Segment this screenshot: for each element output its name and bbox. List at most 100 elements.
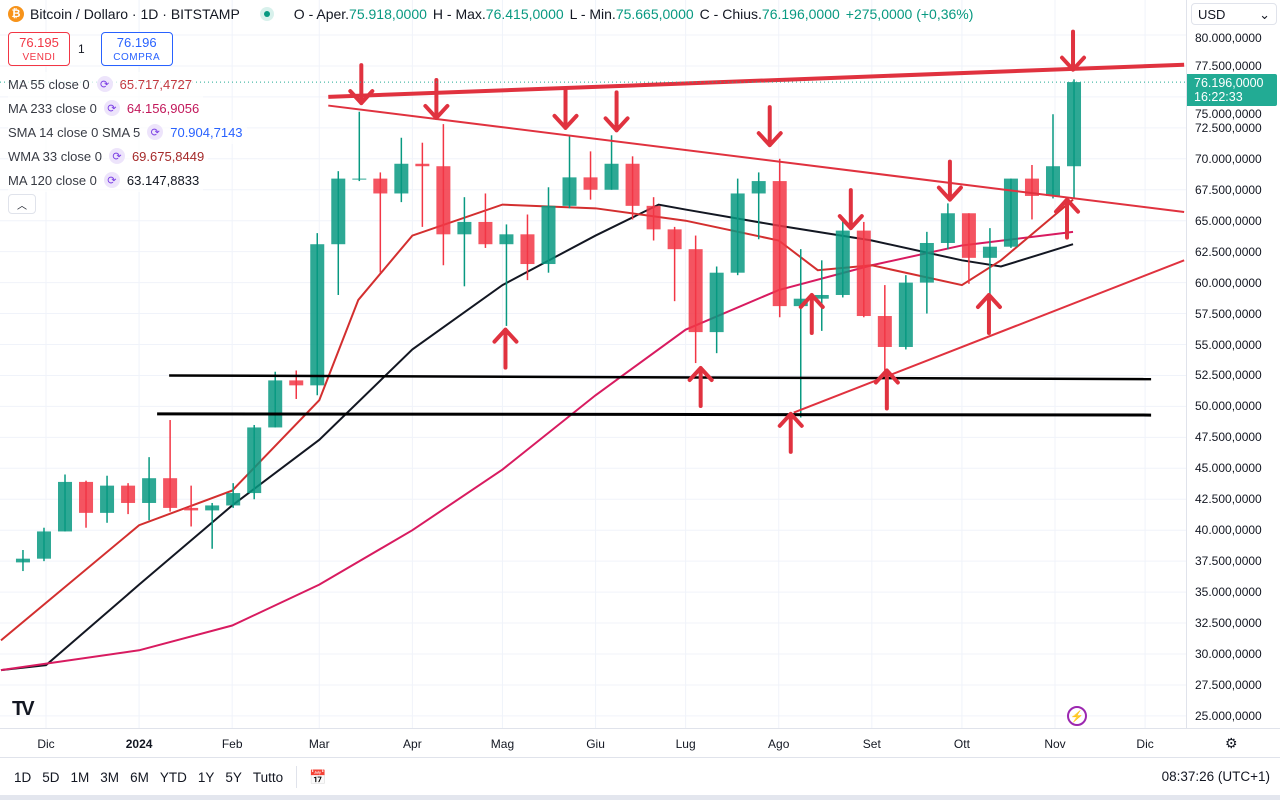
sell-button[interactable]: 76.195 VENDI — [8, 32, 70, 66]
price-tick-label: 77.500,0000 — [1195, 58, 1262, 73]
time-axis[interactable]: ⚙ Dic 2024 Feb Mar Apr Mag Giu Lug Ago Set Ott Nov D… — [0, 728, 1280, 758]
time-tick-label: Mar — [308, 737, 330, 751]
time-tick-label: Mag — [490, 737, 515, 751]
collapse-legend-button[interactable]: ︿ — [8, 194, 36, 214]
tradingview-logo[interactable]: TV — [12, 698, 34, 720]
sync-icon[interactable]: ⟳ — [103, 100, 120, 116]
arrow-down-icon — [1060, 29, 1087, 72]
indicator-value: 70.904,7143 — [170, 124, 243, 140]
indicator-value: 64.156,9056 — [126, 100, 200, 116]
sync-icon[interactable]: ⟳ — [147, 124, 164, 140]
candle-body — [877, 316, 892, 347]
range-button-1d[interactable]: 1D — [14, 769, 32, 785]
indicator-value: 65.717,4727 — [119, 76, 192, 92]
legend-row[interactable]: SMA 14 close 0 SMA 5 ⟳ 70.904,7143 — [8, 120, 247, 144]
time-tick-label: Ago — [768, 737, 790, 751]
arrow-down-icon — [837, 188, 864, 231]
candle-body — [583, 177, 598, 190]
range-button-5d[interactable]: 5D — [42, 769, 60, 785]
range-button-5y[interactable]: 5Y — [225, 769, 242, 785]
time-tick-label: Set — [862, 737, 881, 751]
currency-select[interactable]: USD ⌄ — [1191, 3, 1277, 25]
candle-body — [205, 505, 220, 511]
price-tick-label: 57.500,0000 — [1195, 306, 1262, 321]
last-price: 76.196,0000 — [1194, 76, 1264, 91]
candle-body — [331, 178, 346, 245]
time-tick-label: Apr — [403, 737, 422, 751]
candle-body — [478, 221, 493, 245]
candle-body — [1024, 178, 1039, 196]
legend-row[interactable]: WMA 33 close 0 ⟳ 69.675,8449 — [8, 144, 209, 168]
price-tick-label: 80.000,0000 — [1195, 31, 1262, 45]
candle-body — [709, 272, 724, 333]
candle-body — [961, 213, 976, 258]
range-button-1y[interactable]: 1Y — [197, 769, 215, 785]
indicator-name: MA 55 close 0 — [8, 76, 90, 92]
arrow-down-icon — [936, 159, 963, 202]
candle-body — [79, 481, 94, 513]
price-tick-label: 35.000,0000 — [1195, 585, 1262, 600]
sync-icon[interactable]: ⟳ — [108, 148, 125, 164]
price-tick-label: 60.000,0000 — [1195, 275, 1262, 290]
range-button-3m[interactable]: 3M — [100, 769, 120, 785]
range-button-ytd[interactable]: YTD — [159, 769, 187, 785]
time-tick-label: Ott — [953, 737, 970, 751]
bottom-strip — [0, 795, 1280, 800]
sync-icon[interactable]: ⟳ — [103, 172, 120, 188]
goto-date-icon[interactable]: 📅 — [309, 768, 327, 785]
bar-countdown: 16:22:33 — [1194, 90, 1243, 105]
candle-body — [520, 234, 535, 265]
arrow-up-icon — [873, 368, 900, 411]
price-tick-label: 52.500,0000 — [1195, 368, 1262, 383]
low-label: L - Min. — [569, 6, 616, 22]
time-tick-label: Giu — [586, 737, 605, 751]
close-label: C - Chius. — [699, 6, 762, 22]
last-price-tag: 76.196,0000 16:22:33 — [1187, 74, 1277, 107]
candle-body — [772, 181, 787, 307]
price-tick-label: 72.500,0000 — [1195, 120, 1262, 135]
lightning-icon[interactable]: ⚡ — [1067, 706, 1087, 726]
arrow-down-icon — [603, 90, 630, 133]
price-tick-label: 67.500,0000 — [1195, 182, 1262, 197]
legend-row[interactable]: MA 233 close 0 ⟳ 64.156,9056 — [8, 96, 204, 120]
range-button-1m[interactable]: 1M — [70, 769, 90, 785]
sell-label: VENDI — [22, 52, 56, 63]
candle-body — [730, 193, 745, 273]
candle-body — [919, 242, 934, 283]
sync-icon[interactable]: ⟳ — [96, 76, 113, 92]
quantity[interactable]: 1 — [78, 42, 85, 56]
indicator-legend: MA 55 close 0 ⟳ 65.717,4727 MA 233 close 0 ⟳… — [8, 72, 247, 214]
price-chart[interactable] — [0, 0, 1186, 728]
legend-row[interactable]: MA 55 close 0 ⟳ 65.717,4727 — [8, 72, 196, 96]
price-axis[interactable]: 25.000,0000 27.500,0000 30.000,0000 32.500,… — [1186, 0, 1280, 728]
range-button-tutto[interactable]: Tutto — [252, 769, 284, 785]
candle-body — [268, 380, 283, 428]
time-tick-label: Lug — [675, 737, 696, 751]
trendline — [328, 104, 1185, 214]
candle-body — [646, 205, 661, 230]
price-tick-label: 45.000,0000 — [1195, 461, 1262, 476]
candle-body — [289, 380, 304, 386]
range-button-6m[interactable]: 6M — [130, 769, 149, 785]
candle-body — [142, 478, 157, 503]
candle-body — [58, 481, 73, 532]
clock[interactable]: 08:37:26 (UTC+1) — [1161, 769, 1270, 784]
trade-panel: 76.195 VENDI 1 76.196 COMPRA — [8, 32, 173, 66]
candle-body — [100, 485, 115, 513]
legend-row[interactable]: MA 120 close 0 ⟳ 63.147,8833 — [8, 168, 204, 192]
candle-body — [247, 427, 262, 494]
price-tick-label: 75.000,0000 — [1195, 107, 1262, 122]
buy-button[interactable]: 76.196 COMPRA — [100, 32, 173, 66]
candle-body — [310, 244, 325, 386]
candle-body — [688, 249, 703, 333]
symbol-title[interactable]: Bitcoin / Dollaro · 1D · BITSTAMP — [30, 6, 240, 22]
candle-body — [835, 230, 850, 295]
candle-body — [226, 493, 241, 506]
candle-body — [1045, 166, 1060, 196]
price-tick-label: 37.500,0000 — [1195, 554, 1262, 569]
low-value: 75.665,0000 — [615, 6, 694, 22]
settings-icon[interactable]: ⚙ — [1225, 735, 1238, 751]
currency-value: USD — [1198, 7, 1226, 22]
arrow-up-icon — [975, 292, 1002, 335]
candle-body — [751, 181, 766, 194]
